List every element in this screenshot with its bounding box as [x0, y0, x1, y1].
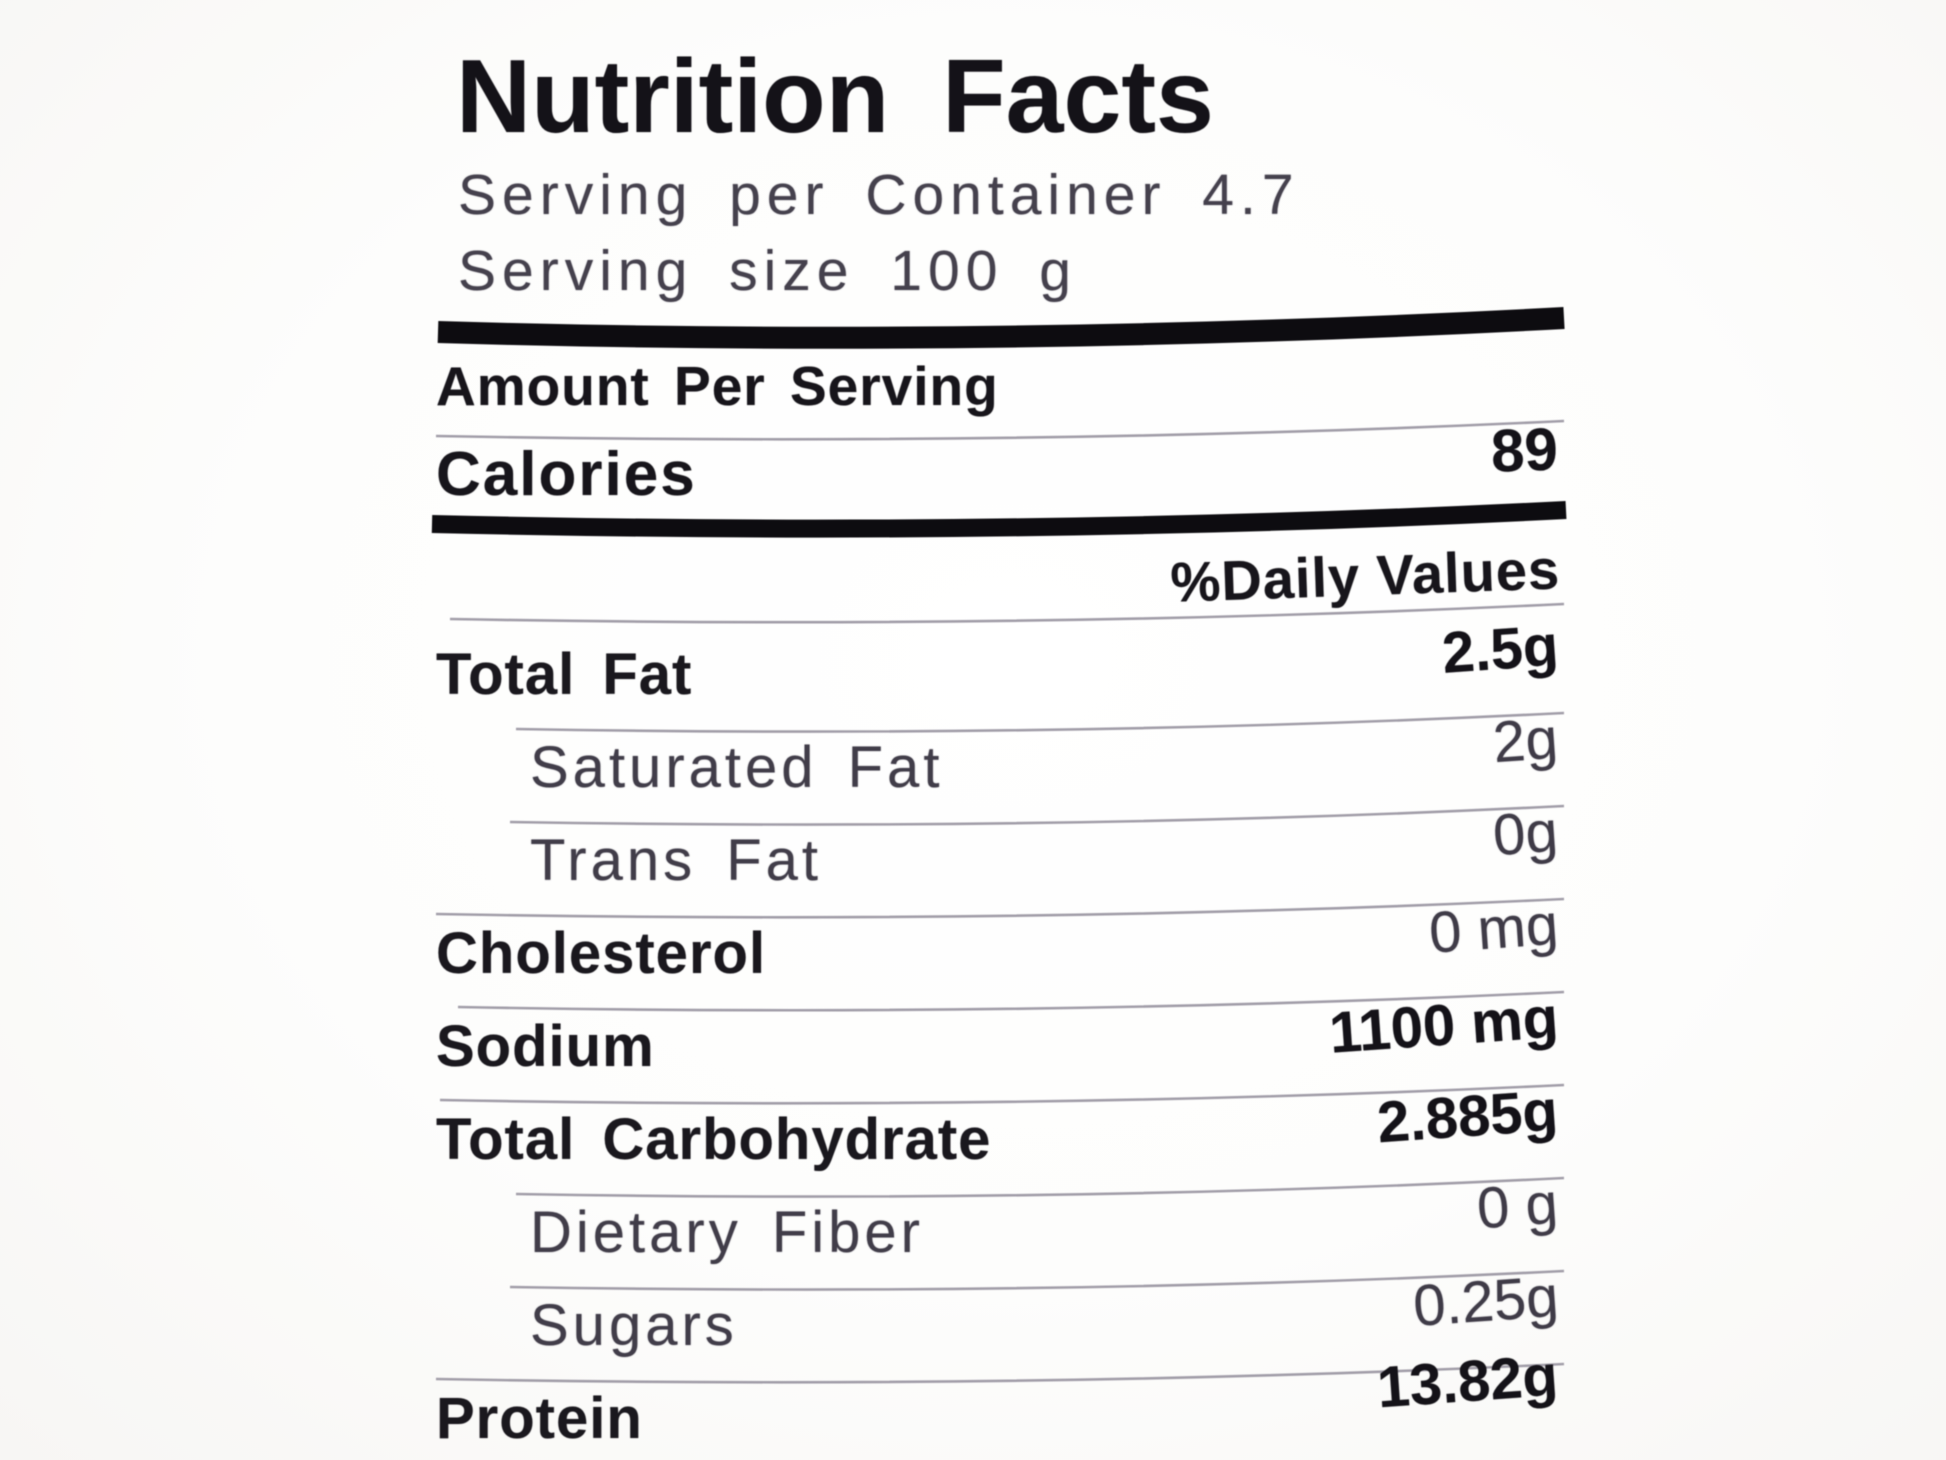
nutrient-row-trans-fat: Trans Fat 0g	[430, 799, 1570, 894]
nutrient-value: 13.82g	[1375, 1342, 1561, 1421]
hairline-divider	[515, 711, 1565, 733]
hairline-divider	[439, 1083, 1565, 1105]
nutrient-rows: Total Fat 2.5g Saturated Fat 2g Trans Fa…	[430, 613, 1570, 1452]
nutrient-label: Total Carbohydrate	[436, 1106, 992, 1172]
hairline-divider	[515, 1176, 1565, 1198]
nutrient-row-sugars: Sugars 0.25g	[430, 1264, 1570, 1359]
nutrition-facts-panel: Nutrition Facts Serving per Container 4.…	[430, 42, 1570, 1452]
nutrient-value: 0 mg	[1427, 891, 1561, 966]
hairline-divider	[435, 1362, 1565, 1384]
serving-per-container-text: Serving per Container 4.7	[458, 163, 1300, 228]
calories-row: Calories 89	[430, 415, 1570, 509]
calories-label: Calories	[436, 439, 697, 509]
hairline-divider	[509, 1269, 1565, 1291]
nutrient-row-total-carbohydrate: Total Carbohydrate 2.885g	[430, 1078, 1570, 1173]
nutrient-value: 2g	[1491, 705, 1561, 776]
hairline-divider	[435, 897, 1565, 919]
nutrient-label: Saturated Fat	[530, 734, 944, 800]
hairline-divider	[435, 419, 1565, 441]
amount-per-serving-heading: Amount Per Serving	[436, 354, 999, 417]
nutrient-label: Total Fat	[436, 641, 693, 707]
nutrient-row-sodium: Sodium 1100 mg	[430, 985, 1570, 1080]
nutrient-row-total-fat: Total Fat 2.5g	[430, 613, 1570, 708]
nutrient-row-saturated-fat: Saturated Fat 2g	[430, 706, 1570, 801]
nutrient-row-cholesterol: Cholesterol 0 mg	[430, 892, 1570, 987]
hairline-divider	[449, 602, 1565, 624]
thick-divider-top	[437, 306, 1565, 349]
nutrient-label: Dietary Fiber	[530, 1199, 924, 1265]
serving-size-text: Serving size 100 g	[458, 239, 1077, 304]
nutrient-label: Sugars	[530, 1292, 738, 1358]
label-title: Nutrition Facts	[456, 39, 1214, 155]
hairline-divider	[457, 990, 1565, 1012]
nutrient-value: 0.25g	[1410, 1263, 1561, 1339]
calories-value: 89	[1490, 415, 1560, 485]
nutrient-label: Trans Fat	[530, 827, 823, 893]
nutrient-value: 2.885g	[1375, 1077, 1561, 1156]
nutrient-label: Cholesterol	[436, 920, 767, 986]
nutrient-value: 0g	[1491, 798, 1561, 869]
nutrient-label: Sodium	[436, 1013, 655, 1079]
nutrient-value: 0 g	[1475, 1170, 1561, 1242]
hairline-divider	[509, 804, 1565, 826]
nutrient-value: 2.5g	[1439, 612, 1561, 686]
thick-divider-calories	[431, 500, 1567, 538]
nutrient-row-protein: Protein 13.82g	[430, 1343, 1570, 1452]
nutrient-row-dietary-fiber: Dietary Fiber 0 g	[430, 1171, 1570, 1266]
nutrient-label: Protein	[436, 1385, 643, 1451]
